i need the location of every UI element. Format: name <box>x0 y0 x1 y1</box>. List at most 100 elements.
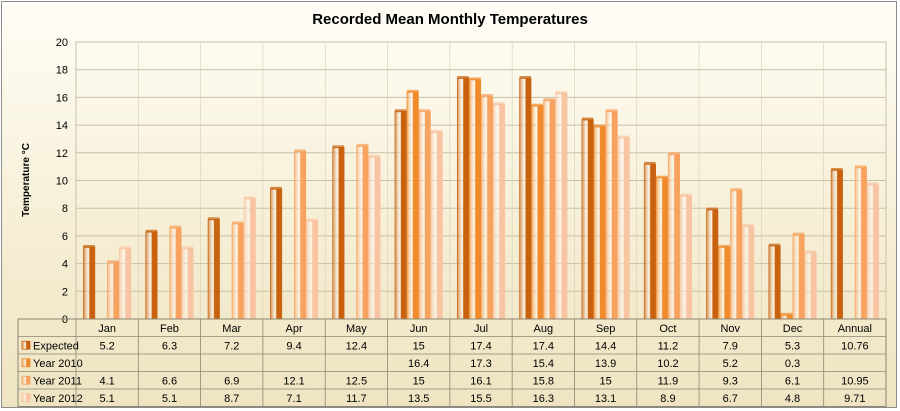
y-tick-label: 2 <box>62 286 68 298</box>
bars <box>83 76 879 320</box>
data-label: 6.3 <box>162 340 177 352</box>
x-tick-label: Jun <box>410 323 428 335</box>
bar-expected-nov <box>706 209 719 320</box>
bar-cap <box>232 221 244 225</box>
data-label: 12.4 <box>346 340 367 352</box>
bar-cap <box>457 76 469 80</box>
data-label: 15 <box>413 340 425 352</box>
bar-cap <box>519 76 532 80</box>
bar-cap <box>430 130 443 134</box>
x-tick-label: Aug <box>534 323 554 335</box>
bar-cap <box>493 102 505 106</box>
bar-cap <box>867 182 879 186</box>
data-label: 13.5 <box>408 393 429 405</box>
data-label: 6.9 <box>224 375 239 387</box>
bar-cap <box>368 154 381 158</box>
data-label: 15.4 <box>533 358 554 370</box>
legend-entry: Expected <box>33 340 79 352</box>
data-label: 6.1 <box>785 375 800 387</box>
x-tick-label: Mar <box>222 323 241 335</box>
bar-year-2012-dec <box>804 252 817 320</box>
bar-year-2012-may <box>368 156 381 320</box>
legend-key <box>21 358 31 368</box>
data-label: 10.76 <box>841 340 869 352</box>
bar-cap <box>680 193 692 197</box>
bar-year-2010-nov <box>718 246 731 320</box>
bar-cap <box>294 149 306 153</box>
bar-cap <box>555 91 568 95</box>
data-label: 6.7 <box>723 393 738 405</box>
bar-year-2010-oct <box>655 177 668 320</box>
bar-expected-dec <box>768 245 781 320</box>
data-label: 8.9 <box>660 393 675 405</box>
data-label: 11.7 <box>346 393 367 405</box>
data-label: 15 <box>599 375 611 387</box>
bar-cap <box>656 175 668 179</box>
legend-key <box>21 375 31 385</box>
bar-year-2010-jul <box>468 79 482 320</box>
data-label: 4.1 <box>100 375 115 387</box>
x-tick-label: Sep <box>596 323 616 335</box>
bar-year-2011-jun <box>418 110 431 320</box>
data-label: 11.2 <box>658 340 679 352</box>
bar-expected-annual <box>830 169 843 320</box>
legend-entry: Year 2012 <box>33 393 83 405</box>
bar-expected-jul <box>456 77 470 320</box>
bar-cap <box>356 143 369 147</box>
data-table: Jan Feb Mar Apr May Jun Jul Aug Sep Oct Nov Dec Annu… <box>17 318 887 407</box>
bar-expected-oct <box>643 163 656 320</box>
bar-expected-jan <box>83 246 96 320</box>
bar-cap <box>593 124 606 128</box>
bar-expected-aug <box>519 77 532 320</box>
bar-cap <box>617 135 630 139</box>
legend-entry: Year 2011 <box>33 375 82 387</box>
bar-cap <box>83 244 95 248</box>
bar-expected-feb <box>145 231 158 320</box>
bar-year-2011-oct <box>667 153 680 320</box>
data-label: 0.3 <box>785 358 800 370</box>
bar-expected-may <box>332 146 345 320</box>
bar-cap <box>145 229 158 233</box>
bar-year-2012-jan <box>119 248 132 320</box>
data-label: 13.9 <box>595 358 616 370</box>
bar-year-2012-jul <box>492 104 506 320</box>
y-tick-label: 8 <box>62 203 68 215</box>
bar-year-2011-mar <box>231 223 244 320</box>
bar-year-2011-apr <box>294 151 307 320</box>
bar-cap <box>543 98 556 102</box>
x-tick-label: Oct <box>659 323 676 335</box>
y-axis-ticks: 0 2 4 6 8 10 12 14 16 18 20 <box>56 37 68 326</box>
data-label: 16.3 <box>533 393 554 405</box>
bar-cap <box>208 217 220 221</box>
x-tick-label: Dec <box>783 323 803 335</box>
bar-year-2011-dec <box>792 234 805 320</box>
bar-year-2011-may <box>356 145 369 320</box>
x-tick-label: Jan <box>98 323 116 335</box>
legend-entry: Year 2010 <box>33 358 83 370</box>
x-tick-label: Apr <box>286 323 303 335</box>
bar-year-2012-nov <box>742 225 755 320</box>
bar-cap <box>181 246 194 250</box>
bar-year-2012-jun <box>430 131 443 320</box>
bar-year-2012-oct <box>679 195 692 320</box>
bar-cap <box>644 161 656 165</box>
data-label: 12.5 <box>346 375 367 387</box>
y-axis-label: Temperature °C <box>21 143 32 217</box>
bar-expected-apr <box>270 188 283 320</box>
x-tick-label: Nov <box>720 323 740 335</box>
bar-cap <box>742 224 754 228</box>
data-label: 11.9 <box>658 375 679 387</box>
x-tick-label: May <box>346 323 367 335</box>
data-label: 17.3 <box>470 358 491 370</box>
bar-year-2012-aug <box>555 92 568 320</box>
x-tick-label: Feb <box>160 323 179 335</box>
data-label: 6.6 <box>162 375 177 387</box>
data-label: 7.9 <box>723 340 738 352</box>
data-label: 10.95 <box>841 375 869 387</box>
bar-cap <box>718 244 730 248</box>
data-label: 15 <box>413 375 425 387</box>
data-label: 7.1 <box>286 393 301 405</box>
data-label: 9.3 <box>723 375 738 387</box>
y-tick-label: 18 <box>56 65 68 77</box>
bar-cap <box>780 312 793 316</box>
